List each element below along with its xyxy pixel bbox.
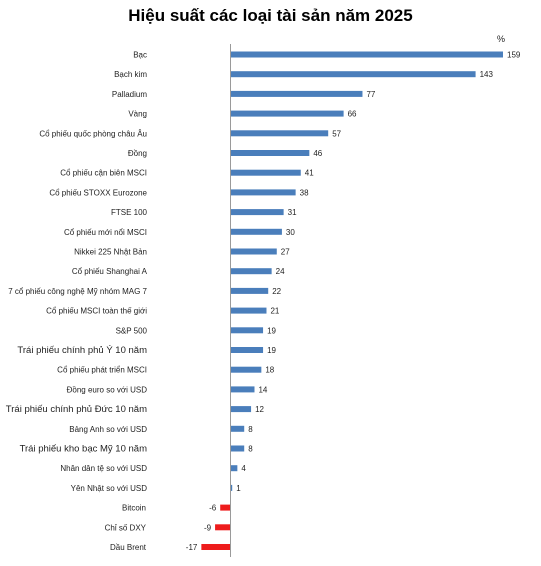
- category-label: Trái phiếu chính phủ Đức 10 năm: [6, 404, 147, 415]
- category-label: Nikkei 225 Nhật Bản: [74, 248, 147, 257]
- category-label: Cổ phiếu STOXX Eurozone: [49, 188, 147, 197]
- category-label: Dầu Brent: [110, 543, 147, 552]
- bar-negative: [215, 524, 231, 531]
- value-label: 143: [480, 70, 494, 79]
- value-label: 27: [281, 248, 290, 257]
- bar-positive: [230, 406, 252, 413]
- bar-negative: [201, 544, 231, 550]
- bar-positive: [230, 425, 245, 432]
- value-label: 77: [366, 90, 375, 99]
- bar-positive: [230, 71, 476, 78]
- category-label: Cổ phiếu mới nổi MSCI: [64, 228, 147, 237]
- bar-positive: [230, 307, 267, 314]
- bar-positive: [230, 51, 503, 58]
- bar-positive: [230, 110, 344, 117]
- category-label: Vàng: [128, 110, 147, 119]
- category-label: Trái phiếu kho bạc Mỹ 10 năm: [20, 444, 148, 455]
- category-label: Nhân dân tệ so với USD: [60, 464, 147, 473]
- category-label: Cổ phiếu Shanghai A: [72, 267, 148, 276]
- value-label: 19: [267, 346, 276, 355]
- value-label: 24: [276, 267, 285, 276]
- bar-positive: [230, 287, 269, 294]
- chart-title: Hiệu suất các loại tài sản năm 2025: [128, 6, 413, 25]
- value-label: 22: [272, 287, 281, 296]
- value-label: 66: [348, 110, 357, 119]
- value-label: 159: [507, 51, 521, 60]
- bar-positive: [230, 465, 238, 472]
- value-label: -9: [204, 523, 212, 532]
- value-label: 30: [286, 228, 295, 237]
- category-label: Cổ phiếu phát triển MSCI: [57, 366, 147, 375]
- bar-positive: [230, 169, 301, 176]
- category-label: Cổ phiếu quốc phòng châu Âu: [39, 129, 147, 138]
- value-label: 18: [265, 366, 274, 375]
- category-label: Yên Nhật so với USD: [71, 484, 148, 493]
- value-label: -17: [186, 543, 198, 552]
- value-label: -6: [209, 504, 217, 513]
- value-label: 31: [288, 208, 297, 217]
- category-label: Bạc: [133, 51, 147, 60]
- bar-positive: [230, 327, 264, 334]
- bar-positive: [230, 386, 255, 393]
- value-label: 46: [313, 149, 322, 158]
- category-label: Đồng euro so với USD: [67, 385, 148, 394]
- category-label: Cổ phiếu cận biên MSCI: [60, 169, 147, 178]
- value-label: 21: [270, 307, 279, 316]
- value-label: 8: [248, 445, 253, 454]
- value-label: 8: [248, 425, 253, 434]
- unit-label: %: [497, 34, 505, 44]
- bar-positive: [230, 445, 245, 452]
- value-label: 38: [300, 188, 309, 197]
- category-label: Palladium: [112, 90, 147, 99]
- bar-positive: [230, 366, 262, 373]
- bar-negative: [220, 504, 231, 511]
- value-label: 19: [267, 326, 276, 335]
- value-label: 41: [305, 169, 314, 178]
- bar-positive: [230, 150, 310, 156]
- category-label: Bitcoin: [122, 504, 146, 513]
- category-label: S&P 500: [116, 326, 148, 335]
- bars-layer: Bạc 159 Bạch kim 143 Palladium 77 Vàng 66 Cổ phi…: [6, 51, 521, 553]
- value-label: 57: [332, 129, 341, 138]
- category-label: Bạch kim: [114, 70, 147, 79]
- value-label: 4: [241, 464, 246, 473]
- category-label: 7 cổ phiếu công nghệ Mỹ nhóm MAG 7: [8, 287, 147, 296]
- bar-positive: [230, 209, 284, 216]
- bar-positive: [230, 130, 329, 137]
- bar-positive: [230, 347, 264, 353]
- bar-positive: [230, 189, 296, 196]
- bar-positive: [230, 268, 272, 275]
- value-label: 1: [236, 484, 241, 493]
- value-label: 14: [258, 385, 267, 394]
- bar-positive: [230, 228, 282, 235]
- category-label: Bảng Anh so với USD: [69, 425, 147, 434]
- bar-positive: [230, 484, 233, 491]
- category-label: Đồng: [128, 149, 147, 158]
- category-label: FTSE 100: [111, 208, 148, 217]
- bar-positive: [230, 248, 277, 255]
- bar-positive: [230, 90, 363, 97]
- value-label: 12: [255, 405, 264, 414]
- category-label: Chỉ số DXY: [105, 523, 147, 532]
- category-label: Trái phiếu chính phủ Ý 10 năm: [17, 345, 147, 356]
- category-label: Cổ phiếu MSCI toàn thế giới: [46, 307, 147, 316]
